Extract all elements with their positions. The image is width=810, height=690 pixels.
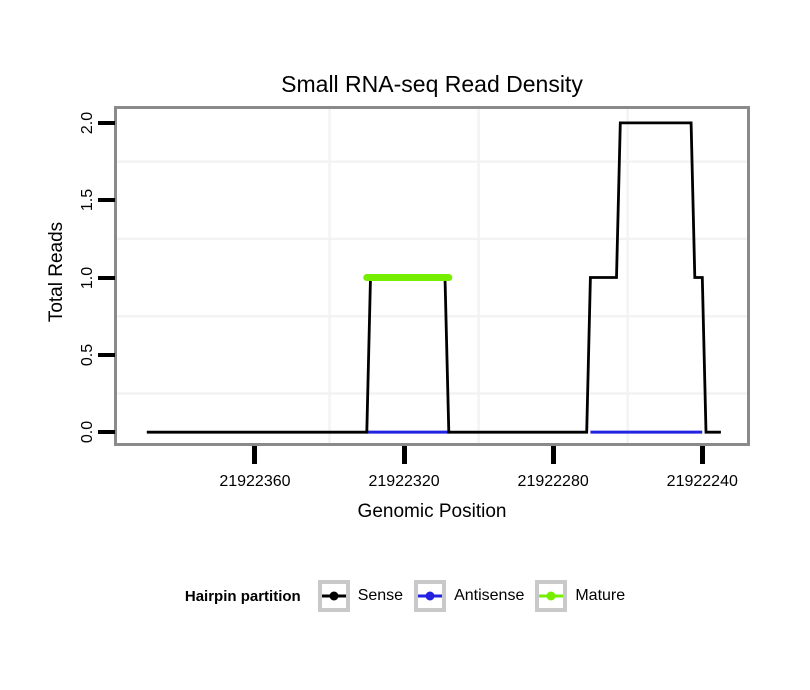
y-tick-label: 0.5	[79, 343, 96, 366]
y-tick	[98, 120, 115, 125]
plot-canvas	[117, 109, 747, 443]
y-tick-label: 2.0	[79, 111, 96, 135]
legend-key-mature	[535, 580, 568, 612]
legend-item-label: Sense	[357, 587, 404, 604]
y-tick-label: 1.5	[79, 189, 96, 212]
y-tick	[98, 352, 115, 357]
y-tick	[98, 430, 115, 435]
x-axis-title: Genomic Position	[357, 501, 507, 522]
legend-item-mature: Mature	[535, 580, 625, 612]
chart-title: Small RNA-seq Read Density	[281, 71, 583, 97]
line-dot-mark-icon	[321, 591, 346, 601]
legend-title: Hairpin partition	[184, 587, 301, 605]
legend-item-label: Antisense	[454, 587, 525, 604]
y-axis-title: Total Reads	[46, 221, 67, 323]
x-tick	[550, 446, 556, 464]
line-dot-mark-icon	[539, 591, 564, 601]
y-tick	[98, 275, 115, 280]
x-tick-label: 21922360	[219, 473, 291, 490]
legend-item-sense: Sense	[317, 580, 404, 612]
y-tick-label: 0.0	[79, 421, 96, 444]
line-dot-mark-icon	[418, 591, 443, 601]
legend: Hairpin partition Sense Antisense Mature	[0, 578, 810, 614]
legend-key-sense	[317, 580, 350, 612]
x-tick	[699, 446, 705, 464]
y-tick-label: 1.0	[79, 266, 96, 289]
legend-item-antisense: Antisense	[414, 580, 524, 612]
plot-panel	[114, 106, 750, 446]
x-tick	[401, 446, 407, 464]
x-tick-label: 21922240	[666, 473, 738, 490]
legend-item-label: Mature	[575, 587, 626, 604]
legend-key-antisense	[414, 580, 447, 612]
x-tick-label: 21922320	[368, 473, 440, 490]
x-tick-label: 21922280	[517, 473, 589, 490]
x-tick	[252, 446, 258, 464]
y-tick	[98, 198, 115, 203]
